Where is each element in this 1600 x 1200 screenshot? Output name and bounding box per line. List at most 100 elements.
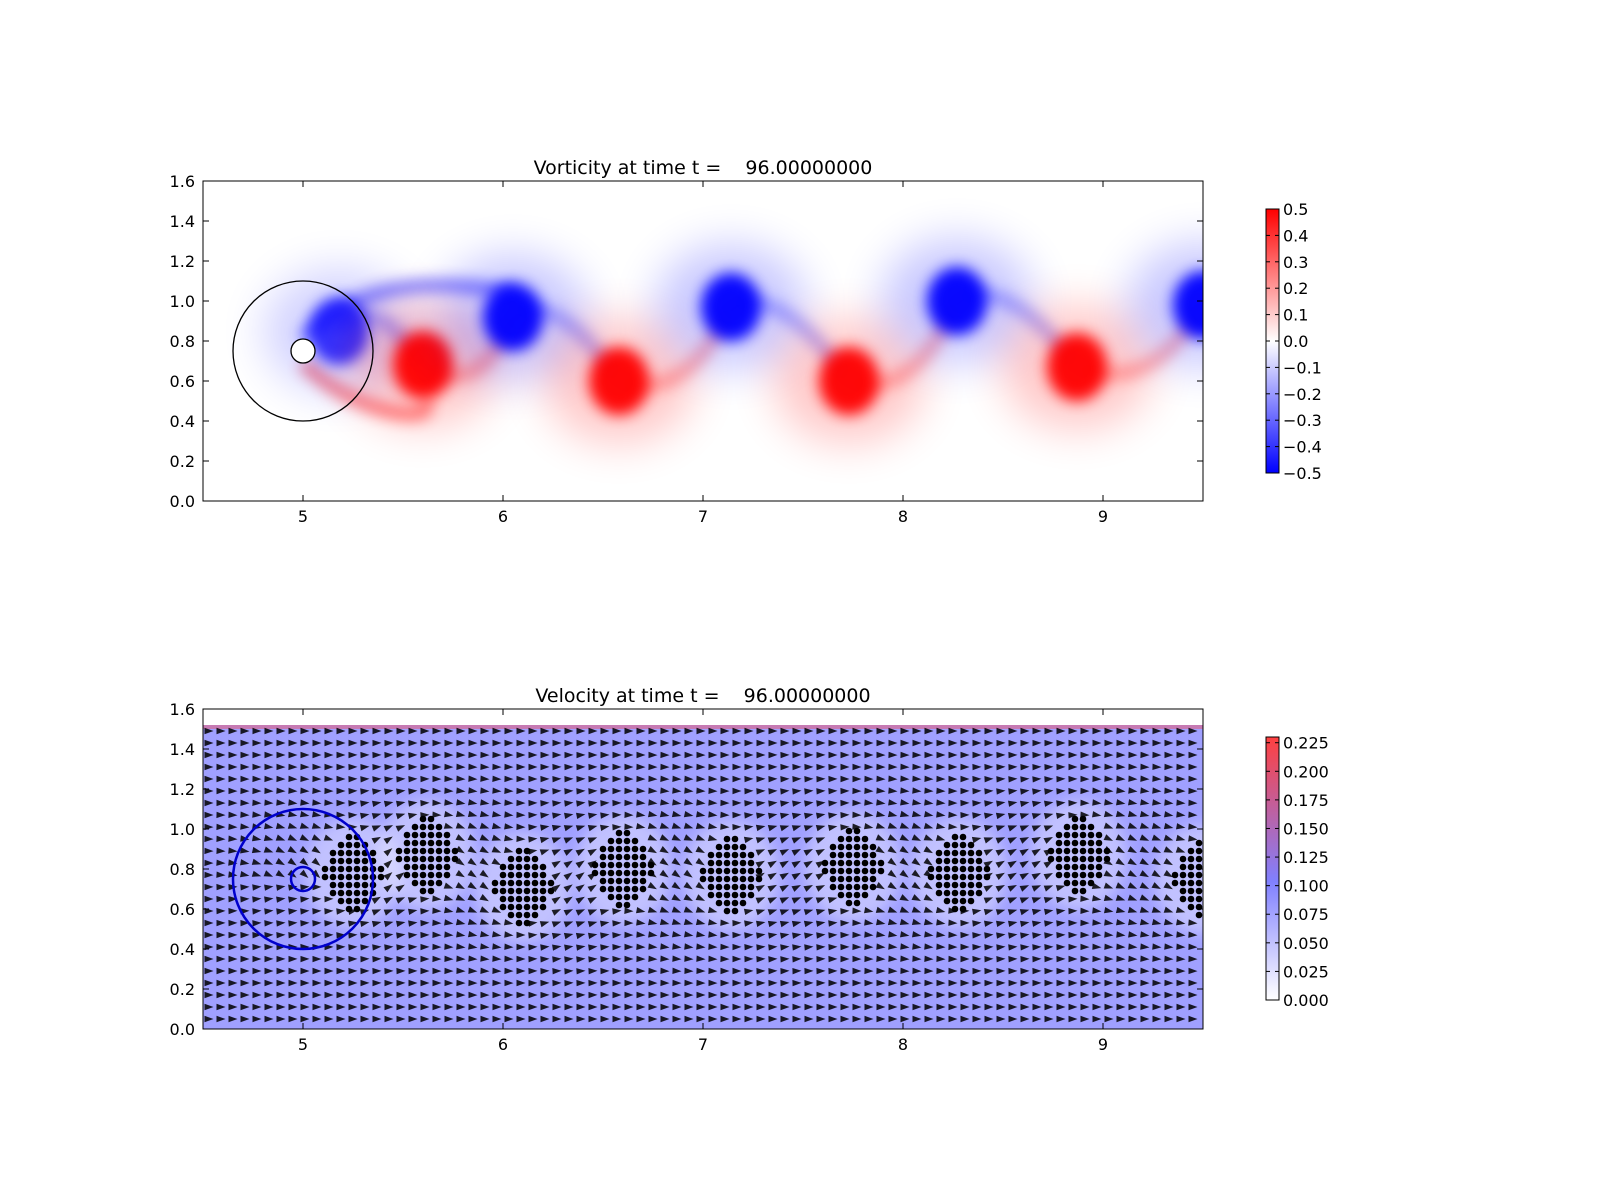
velocity-arrow	[816, 763, 826, 771]
velocity-arrow	[587, 848, 597, 856]
velocity-arrow	[480, 775, 490, 782]
velocity-arrow	[528, 1015, 538, 1023]
velocity-arrow	[636, 727, 646, 735]
velocity-core-dot	[1204, 856, 1211, 863]
velocity-arrow	[360, 920, 370, 927]
velocity-colorbar	[1265, 736, 1280, 1001]
velocity-arrow	[1007, 872, 1017, 880]
velocity-core-dot	[491, 887, 499, 895]
velocity-arrow	[936, 943, 946, 950]
velocity-arrow	[924, 931, 934, 938]
velocity-arrow	[276, 727, 286, 735]
velocity-arrow	[996, 956, 1006, 963]
velocity-arrow	[372, 1003, 382, 1011]
velocity-arrow	[732, 763, 742, 771]
velocity-core-dot	[967, 897, 975, 905]
velocity-arrow	[299, 834, 310, 841]
velocity-arrow	[1163, 846, 1174, 853]
velocity-arrow	[480, 1015, 490, 1023]
velocity-core-dot	[1204, 896, 1211, 903]
velocity-arrow	[864, 907, 874, 914]
velocity-arrow	[1008, 1015, 1018, 1023]
velocity-core-dot	[1055, 831, 1063, 839]
velocity-arrow	[624, 955, 634, 963]
velocity-core-dot	[739, 875, 747, 883]
velocity-arrow	[324, 908, 334, 915]
velocity-core-dot	[927, 865, 935, 873]
velocity-arrow	[804, 800, 814, 807]
velocity-core-dot	[755, 875, 763, 883]
velocity-core-dot	[1071, 831, 1079, 839]
velocity-arrow	[491, 834, 502, 841]
velocity-arrow	[383, 909, 394, 916]
velocity-arrow	[300, 896, 310, 903]
velocity-arrow	[660, 1015, 670, 1023]
velocity-arrow	[1068, 979, 1078, 987]
velocity-core-dot	[739, 851, 747, 859]
velocity-arrow	[1116, 931, 1126, 938]
velocity-arrow	[708, 1015, 718, 1023]
velocity-arrow	[791, 812, 802, 820]
velocity-core-dot	[731, 883, 739, 891]
velocity-arrow	[288, 932, 298, 939]
vorticity-vortex-core	[483, 283, 543, 351]
velocity-arrow	[708, 955, 718, 962]
velocity-arrow	[612, 812, 622, 819]
velocity-core-dot	[1055, 855, 1063, 863]
velocity-arrow	[1140, 991, 1150, 999]
velocity-low-speed-patch	[911, 818, 1007, 928]
velocity-core-dot	[747, 883, 755, 891]
velocity-arrow	[528, 920, 538, 927]
velocity-arrow	[803, 825, 814, 832]
velocity-core-dot	[531, 855, 539, 863]
velocity-arrow	[684, 967, 694, 974]
velocity-arrow	[815, 897, 826, 904]
velocity-arrow	[575, 884, 585, 893]
velocity-arrow	[792, 727, 802, 735]
velocity-arrow	[492, 763, 502, 771]
velocity-arrow	[216, 883, 226, 891]
velocity-arrow	[768, 979, 778, 987]
velocity-arrow	[551, 896, 561, 905]
velocity-core-dot	[837, 867, 845, 875]
velocity-arrow	[444, 967, 454, 975]
velocity-core-dot	[1095, 839, 1103, 847]
velocity-arrow	[600, 763, 610, 771]
velocity-arrow	[456, 739, 466, 747]
velocity-arrow	[948, 739, 958, 747]
velocity-arrow	[336, 991, 346, 999]
velocity-arrow	[492, 967, 502, 974]
velocity-arrow	[587, 884, 597, 893]
velocity-arrow	[1043, 860, 1053, 869]
velocity-arrow	[264, 932, 274, 939]
velocity-arrow	[360, 1015, 370, 1023]
velocity-core-dot	[1087, 823, 1095, 831]
velocity-arrow	[1140, 751, 1150, 759]
velocity-arrow	[1092, 739, 1102, 747]
velocity-arrow	[960, 979, 970, 987]
velocity-arrow	[744, 824, 754, 831]
velocity-arrow	[1032, 956, 1042, 963]
velocity-core-dot	[699, 875, 707, 883]
velocity-core-dot	[739, 843, 747, 851]
velocity-arrow	[1116, 979, 1126, 987]
velocity-core-dot	[599, 853, 607, 861]
velocity-arrow	[816, 944, 826, 951]
velocity-arrow	[648, 1003, 658, 1011]
velocity-arrow	[1151, 918, 1162, 926]
velocity-arrow	[780, 932, 790, 939]
velocity-arrow	[960, 775, 970, 783]
velocity-arrow	[252, 967, 262, 975]
velocity-core-dot	[1079, 855, 1087, 863]
velocity-arrow	[911, 857, 921, 866]
velocity-arrow	[804, 1003, 814, 1011]
velocity-arrow	[1115, 858, 1125, 866]
velocity-arrow	[1128, 799, 1138, 806]
velocity-arrow	[564, 763, 574, 771]
velocity-arrow	[228, 896, 238, 903]
velocity-arrow	[204, 799, 214, 807]
velocity-arrow	[288, 739, 298, 747]
velocity-arrow	[888, 943, 898, 950]
velocity-core-dot	[1212, 904, 1219, 911]
velocity-core-dot	[935, 881, 943, 889]
